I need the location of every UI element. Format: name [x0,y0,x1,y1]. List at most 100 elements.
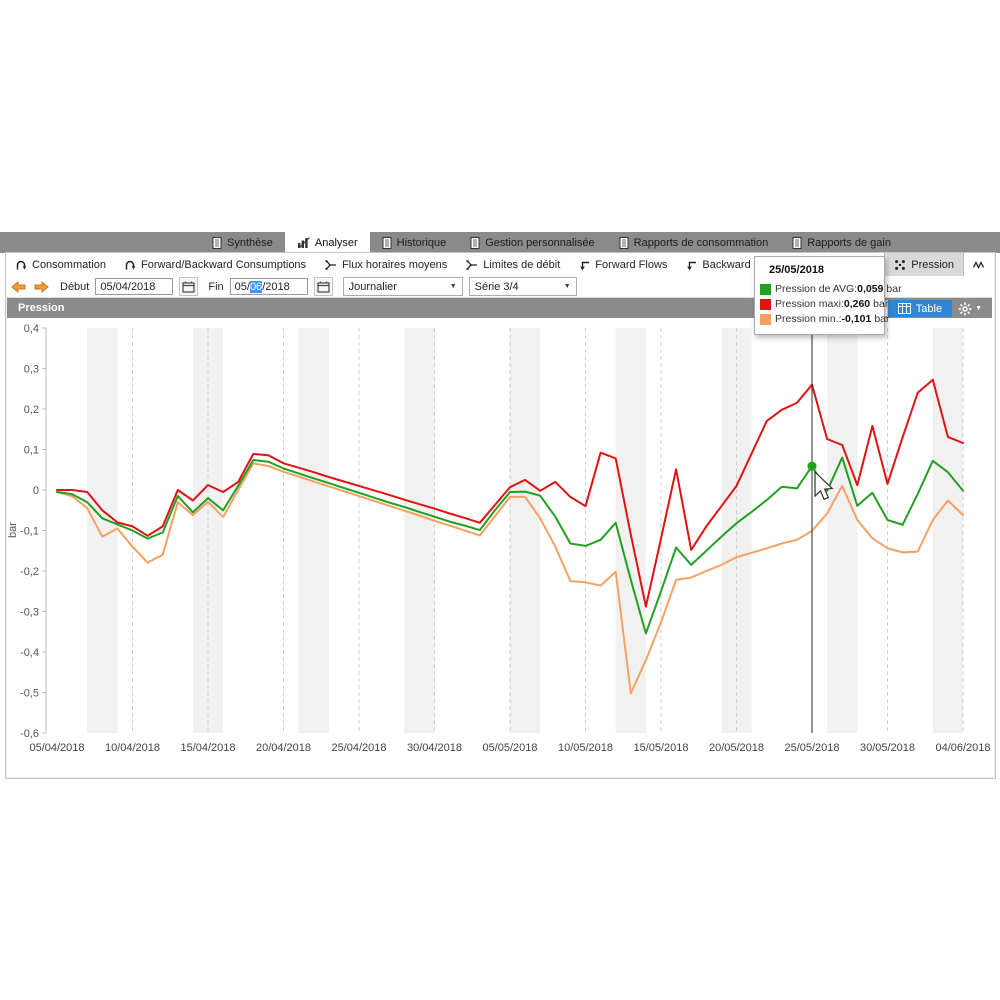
y-tick-label: -0,5 [20,688,39,700]
tooltip-series-unit: bar [886,283,902,295]
subtab-partial[interactable] [964,253,994,276]
tooltip-series-value: 0,059 [857,283,884,295]
series-color-swatch [760,283,771,295]
end-date-calendar-button[interactable] [313,277,333,296]
tab-analyser[interactable]: Analyser [284,232,370,253]
tooltip-row: Pression maxi: 0,260 bar [760,298,888,310]
weekend-band [404,328,435,733]
next-period-button[interactable] [33,280,50,294]
page-icon [470,236,480,249]
arrow-right-icon [34,280,49,293]
page-icon [792,236,802,249]
tooltip-series-label: Pression de AVG: [775,283,858,295]
tab-label: Gestion personnalisée [485,236,595,249]
x-tick-label: 30/05/2018 [860,742,915,754]
flow-icon [324,259,337,271]
tab-historique[interactable]: Historique [370,232,459,253]
gear-icon [958,302,972,315]
y-tick-label: -0,2 [20,566,39,578]
x-tick-label: 25/05/2018 [784,742,839,754]
table-view-button[interactable]: Table [887,300,953,317]
page-icon [382,236,392,249]
subtab-label: Pression [911,258,955,271]
corner-arrow-icon [578,259,590,271]
tab-synth-se[interactable]: Synthèse [200,232,285,253]
tab-rapports-de-gain[interactable]: Rapports de gain [780,232,903,253]
tab-gestion-personnalis-e[interactable]: Gestion personnalisée [458,232,606,253]
serie-value: Série 3/4 [474,280,519,293]
y-tick-label: 0,4 [24,323,39,335]
weekend-band [298,328,329,733]
corner-arrow-icon [685,259,697,271]
page-icon [212,236,222,249]
y-tick-label: -0,6 [20,728,39,740]
calendar-icon [317,281,330,293]
series-color-swatch [760,298,771,310]
pressure-dots-icon [894,259,906,271]
tooltip-series-label: Pression min.: [775,313,842,325]
previous-period-button[interactable] [10,280,27,294]
weekend-band [827,328,858,733]
chart-tooltip: 25/05/2018 Pression de AVG: 0,059 bar Press… [754,256,902,335]
y-tick-label: 0,3 [24,364,39,376]
tooltip-date: 25/05/2018 [769,264,825,276]
serie-dropdown[interactable]: Série 3/4 ▼ [468,277,577,296]
tooltip-row: Pression de AVG: 0,059 bar [760,283,902,295]
main-tab-bar: Synthèse Analyser Historique Gestion person… [0,232,1000,253]
subtab-forward-flows[interactable]: Forward Flows [569,253,676,276]
x-tick-label: 04/06/2018 [935,742,990,754]
x-tick-label: 20/05/2018 [709,742,764,754]
chevron-down-icon: ▼ [449,283,457,290]
chart-settings-button[interactable]: ▼ [952,302,988,316]
chart-icon [297,236,310,249]
end-date-input[interactable]: 05/06/2018 [229,278,308,295]
chevron-down-icon: ▼ [975,305,982,312]
flow-icon [465,259,478,271]
subtab-flux-horaires-moyens[interactable]: Flux horaires moyens [315,253,456,276]
subtab-pression[interactable]: Pression [884,253,965,276]
chevron-down-icon: ▼ [563,283,571,290]
subtab-label: Forward/Backward Consumptions [140,258,307,271]
y-tick-label: 0,2 [24,404,39,416]
x-tick-label: 15/04/2018 [180,742,235,754]
subtab-label: Flux horaires moyens [342,258,448,271]
x-tick-label: 05/05/2018 [482,742,537,754]
tab-label: Synthèse [227,236,273,249]
tab-label: Historique [396,236,447,249]
consumption-icon [124,259,136,271]
y-tick-label: -0,4 [20,647,39,659]
tooltip-series-label: Pression maxi: [775,298,844,310]
subtab-forward-backward-consumptions[interactable]: Forward/Backward Consumptions [115,253,315,276]
start-date-calendar-button[interactable] [179,277,199,296]
y-tick-label: -0,1 [20,526,39,538]
period-dropdown[interactable]: Journalier ▼ [342,277,463,296]
end-date-value: 05/06/2018 [234,280,290,293]
pressure-line-chart[interactable]: 0,4 0,3 0,2 0,1 0 -0,1 -0,2 -0,3 -0,4 -0,5 -0,6 bar… [0,318,1000,770]
series-color-swatch [760,313,771,325]
consumption-icon [15,259,27,271]
panel-title: Pression [18,302,65,314]
selected-date-segment: 06 [249,280,263,293]
x-tick-label: 05/04/2018 [29,742,84,754]
x-tick-label: 10/04/2018 [105,742,160,754]
tooltip-series-value: 0,260 [843,298,871,310]
tab-rapports-de-consommation[interactable]: Rapports de consommation [607,232,781,253]
start-date-input[interactable]: 05/04/2018 [95,278,174,295]
main-tabs: Synthèse Analyser Historique Gestion person… [200,232,903,253]
x-tick-label: 25/04/2018 [331,742,386,754]
period-value: Journalier [348,280,397,293]
tooltip-series-unit: bar [873,298,889,310]
y-axis-title: bar [7,522,19,538]
weekend-band [932,328,963,733]
x-tick-label: 30/04/2018 [407,742,462,754]
table-label: Table [915,302,943,315]
tooltip-series-unit: bar [874,313,890,325]
hover-point-marker [807,461,817,471]
subtab-consommation[interactable]: Consommation [6,253,115,276]
subtab-label: Consommation [32,258,106,271]
date-toolbar: Début 05/04/2018 Fin 05/06/2018 Journali… [6,276,993,298]
calendar-icon [182,281,195,293]
subtab-limites-de-d-bit[interactable]: Limites de débit [456,253,569,276]
tooltip-rows: Pression de AVG: 0,059 bar Pression maxi: 0,… [760,283,902,325]
tab-label: Rapports de gain [807,236,891,249]
